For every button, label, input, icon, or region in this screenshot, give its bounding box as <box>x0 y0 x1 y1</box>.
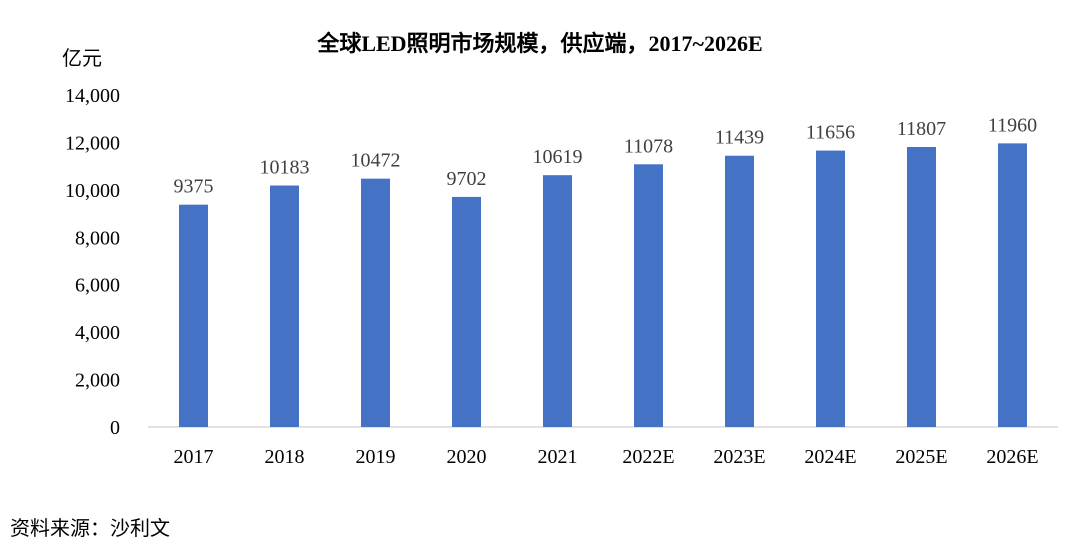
x-tick-label: 2018 <box>265 446 305 468</box>
x-tick-label: 2021 <box>538 446 578 468</box>
bar-2018 <box>270 185 299 427</box>
bar-2023E <box>725 155 754 427</box>
source-note: 资料来源：沙利文 <box>10 518 170 540</box>
bar-2020 <box>452 196 481 427</box>
y-axis-unit-label: 亿元 <box>62 48 102 70</box>
bar-2019 <box>361 178 390 427</box>
data-label: 9375 <box>174 176 214 198</box>
x-tick-label: 2025E <box>895 446 947 468</box>
data-label: 11960 <box>988 114 1037 136</box>
bar-2022E <box>634 164 663 427</box>
bar-2017 <box>179 204 208 427</box>
x-tick-label: 2020 <box>447 446 487 468</box>
y-tick-label: 12,000 <box>65 132 120 154</box>
bar-2021 <box>543 175 572 427</box>
data-label: 11807 <box>897 118 946 140</box>
data-label: 11439 <box>715 127 764 149</box>
y-tick-label: 10,000 <box>65 180 120 202</box>
bar-2024E <box>816 150 845 427</box>
x-tick-label: 2026E <box>986 446 1038 468</box>
data-label: 11078 <box>624 135 673 157</box>
bar-2025E <box>907 147 936 427</box>
y-tick-label: 14,000 <box>65 85 120 107</box>
x-tick-label: 2024E <box>804 446 856 468</box>
x-tick-label: 2023E <box>713 446 765 468</box>
data-label: 11656 <box>806 122 855 144</box>
data-label: 10619 <box>533 146 583 168</box>
bar-2026E <box>998 143 1027 427</box>
y-tick-label: 0 <box>110 417 120 439</box>
y-tick-label: 4,000 <box>75 322 120 344</box>
data-label: 10183 <box>260 157 310 179</box>
data-label: 10472 <box>351 150 401 172</box>
chart-title: 全球LED照明市场规模，供应端，2017~2026E <box>317 31 763 56</box>
x-tick-label: 2022E <box>622 446 674 468</box>
x-tick-label: 2019 <box>356 446 396 468</box>
y-tick-label: 2,000 <box>75 370 120 392</box>
data-label: 9702 <box>447 168 487 190</box>
y-tick-label: 6,000 <box>75 275 120 297</box>
y-tick-label: 8,000 <box>75 227 120 249</box>
x-tick-label: 2017 <box>174 446 214 468</box>
